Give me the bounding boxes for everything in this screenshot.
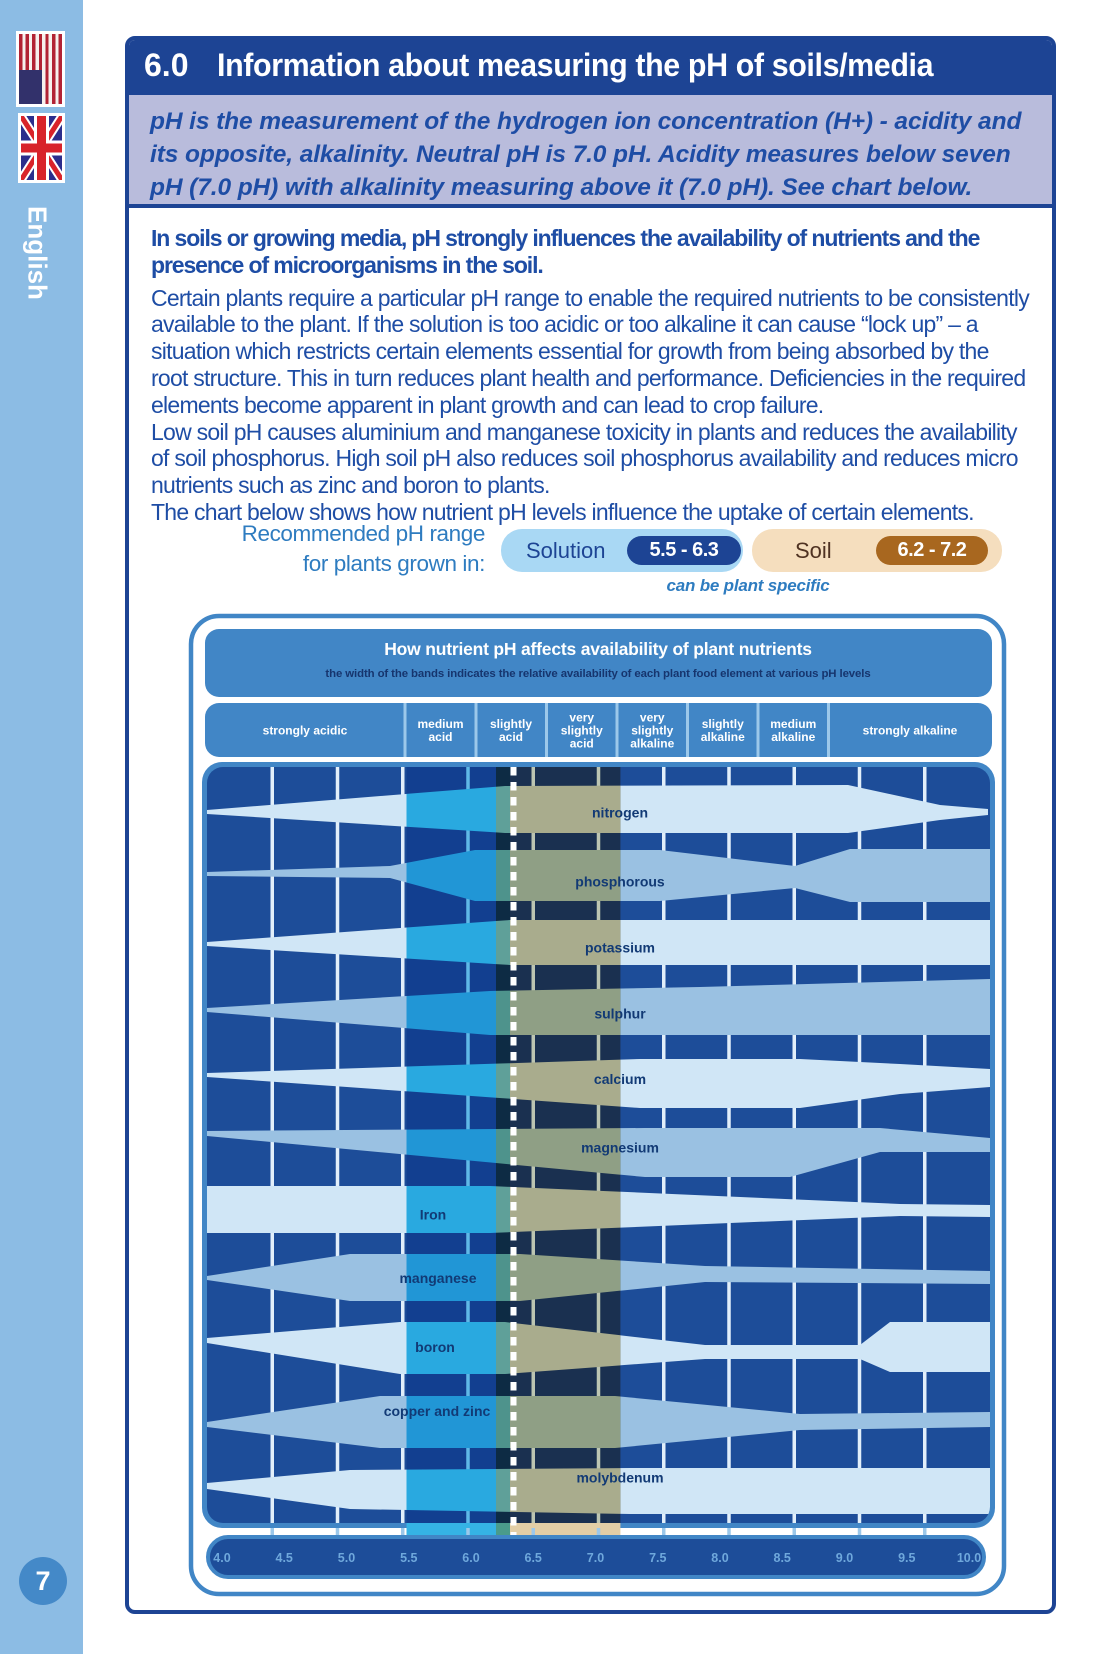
svg-text:slightly: slightly [631, 724, 673, 738]
svg-text:slightly: slightly [702, 717, 744, 731]
svg-text:magnesium: magnesium [581, 1140, 659, 1156]
svg-text:manganese: manganese [399, 1270, 476, 1286]
svg-text:5.0: 5.0 [338, 1551, 355, 1565]
svg-text:7.0: 7.0 [587, 1551, 604, 1565]
svg-text:acid: acid [570, 737, 594, 751]
svg-text:medium: medium [417, 717, 463, 731]
svg-text:alkaline: alkaline [630, 737, 674, 751]
svg-text:How nutrient pH affects availa: How nutrient pH affects availability of … [384, 639, 812, 659]
svg-text:7.5: 7.5 [649, 1551, 666, 1565]
svg-text:the width of the bands indicat: the width of the bands indicates the rel… [325, 668, 870, 680]
svg-text:9.5: 9.5 [898, 1551, 915, 1565]
svg-text:9.0: 9.0 [836, 1551, 853, 1565]
svg-text:6.0: 6.0 [462, 1551, 479, 1565]
svg-text:strongly acidic: strongly acidic [263, 724, 348, 738]
svg-text:very: very [640, 711, 665, 725]
svg-text:phosphorous: phosphorous [575, 874, 665, 890]
svg-text:6.5: 6.5 [525, 1551, 542, 1565]
svg-text:5.5: 5.5 [400, 1551, 417, 1565]
svg-text:molybdenum: molybdenum [576, 1470, 663, 1486]
svg-text:potassium: potassium [585, 940, 655, 956]
svg-text:acid: acid [499, 730, 523, 744]
svg-text:10.0: 10.0 [957, 1551, 981, 1565]
svg-text:alkaline: alkaline [771, 730, 815, 744]
svg-text:slightly: slightly [490, 717, 532, 731]
svg-text:copper and zinc: copper and zinc [384, 1403, 491, 1419]
svg-text:nitrogen: nitrogen [592, 805, 648, 821]
svg-text:8.5: 8.5 [774, 1551, 791, 1565]
svg-text:strongly alkaline: strongly alkaline [863, 724, 958, 738]
svg-text:4.0: 4.0 [213, 1551, 230, 1565]
svg-text:8.0: 8.0 [711, 1551, 728, 1565]
svg-text:medium: medium [770, 717, 816, 731]
svg-text:alkaline: alkaline [701, 730, 745, 744]
svg-text:4.5: 4.5 [276, 1551, 293, 1565]
svg-text:very: very [569, 711, 594, 725]
svg-text:slightly: slightly [561, 724, 603, 738]
svg-text:acid: acid [428, 730, 452, 744]
svg-text:Iron: Iron [420, 1207, 446, 1223]
svg-text:boron: boron [415, 1339, 455, 1355]
svg-text:calcium: calcium [594, 1071, 646, 1087]
svg-text:sulphur: sulphur [594, 1006, 646, 1022]
